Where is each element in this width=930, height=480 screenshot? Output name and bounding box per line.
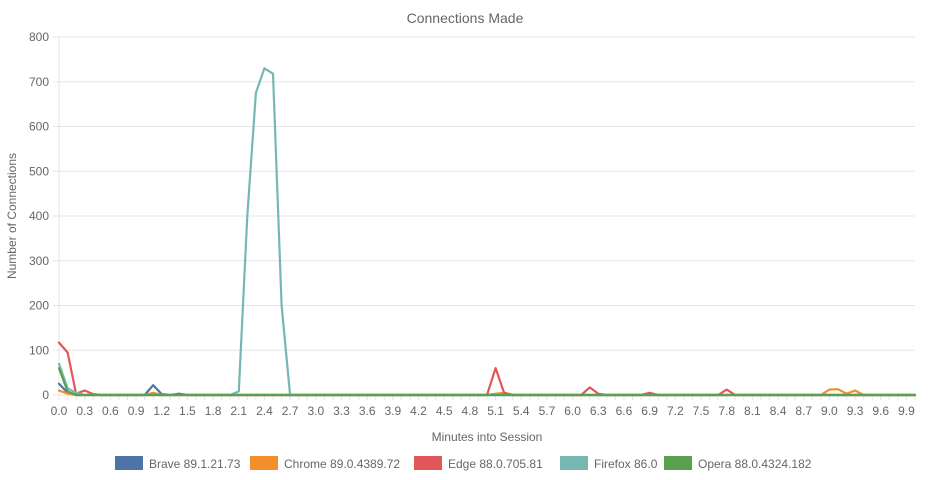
legend-swatch [250, 456, 278, 470]
y-tick-label: 300 [29, 254, 49, 268]
x-tick-label: 1.8 [205, 404, 222, 418]
legend-item[interactable]: Brave 89.1.21.73 [115, 456, 241, 471]
legend-item[interactable]: Firefox 86.0 [560, 456, 658, 471]
legend: Brave 89.1.21.73 Chrome 89.0.4389.72 Edge … [115, 456, 812, 471]
x-tick-label: 9.6 [872, 404, 889, 418]
legend-item[interactable]: Chrome 89.0.4389.72 [250, 456, 400, 471]
x-tick-label: 1.5 [179, 404, 196, 418]
x-tick-label: 2.7 [282, 404, 299, 418]
x-tick-label: 8.7 [795, 404, 812, 418]
x-tick-label: 9.0 [821, 404, 838, 418]
y-tick-label: 500 [29, 164, 49, 178]
x-tick-label: 5.4 [513, 404, 530, 418]
x-tick-label: 4.2 [410, 404, 427, 418]
y-tick-label: 800 [29, 30, 49, 44]
legend-item[interactable]: Edge 88.0.705.81 [414, 456, 543, 471]
gridlines [53, 36, 916, 400]
series-lines [57, 67, 917, 397]
legend-swatch [414, 456, 442, 470]
x-tick-label: 0.6 [102, 404, 119, 418]
x-tick-label: 8.4 [770, 404, 787, 418]
x-tick-label: 2.1 [230, 404, 247, 418]
x-tick-label: 5.7 [539, 404, 556, 418]
x-tick-label: 6.0 [564, 404, 581, 418]
x-tick-label: 0.9 [128, 404, 145, 418]
x-tick-label: 4.8 [462, 404, 479, 418]
legend-swatch [664, 456, 692, 470]
legend-swatch [560, 456, 588, 470]
legend-swatch [115, 456, 143, 470]
y-axis-ticks: 0 100 200 300 400 500 600 700 800 [29, 30, 49, 402]
x-tick-label: 7.8 [718, 404, 735, 418]
x-tick-label: 4.5 [436, 404, 453, 418]
legend-label: Edge 88.0.705.81 [448, 457, 543, 471]
x-tick-label: 7.5 [693, 404, 710, 418]
y-tick-label: 100 [29, 343, 49, 357]
x-tick-label: 9.3 [847, 404, 864, 418]
y-tick-label: 200 [29, 299, 49, 313]
x-tick-label: 0.0 [51, 404, 68, 418]
legend-label: Chrome 89.0.4389.72 [284, 457, 400, 471]
x-tick-label: 3.0 [307, 404, 324, 418]
x-tick-label: 6.3 [590, 404, 607, 418]
y-tick-label: 700 [29, 75, 49, 89]
x-tick-label: 3.9 [384, 404, 401, 418]
x-tick-label: 3.3 [333, 404, 350, 418]
x-tick-label: 8.1 [744, 404, 761, 418]
legend-label: Opera 88.0.4324.182 [698, 457, 812, 471]
x-tick-label: 7.2 [667, 404, 684, 418]
x-axis-label: Minutes into Session [432, 430, 543, 444]
legend-label: Firefox 86.0 [594, 457, 658, 471]
series-line-3 [57, 67, 917, 397]
y-tick-label: 400 [29, 209, 49, 223]
legend-item[interactable]: Opera 88.0.4324.182 [664, 456, 812, 471]
y-tick-label: 600 [29, 120, 49, 134]
x-axis-ticks: 0.0 0.3 0.6 0.9 1.2 1.5 1.8 2.1 2.4 2.7 3.0 3.3 3.6 3… [51, 404, 915, 418]
x-tick-label: 3.6 [359, 404, 376, 418]
series-line-4 [57, 367, 917, 397]
x-tick-label: 5.1 [487, 404, 504, 418]
x-tick-label: 6.6 [616, 404, 633, 418]
x-tick-label: 0.3 [76, 404, 93, 418]
x-tick-label: 6.9 [641, 404, 658, 418]
x-tick-label: 9.9 [898, 404, 915, 418]
x-tick-label: 1.2 [153, 404, 170, 418]
chart-title: Connections Made [407, 10, 524, 26]
legend-label: Brave 89.1.21.73 [149, 457, 241, 471]
y-axis-label: Number of Connections [5, 153, 19, 279]
x-tick-label: 2.4 [256, 404, 273, 418]
y-tick-label: 0 [42, 388, 49, 402]
